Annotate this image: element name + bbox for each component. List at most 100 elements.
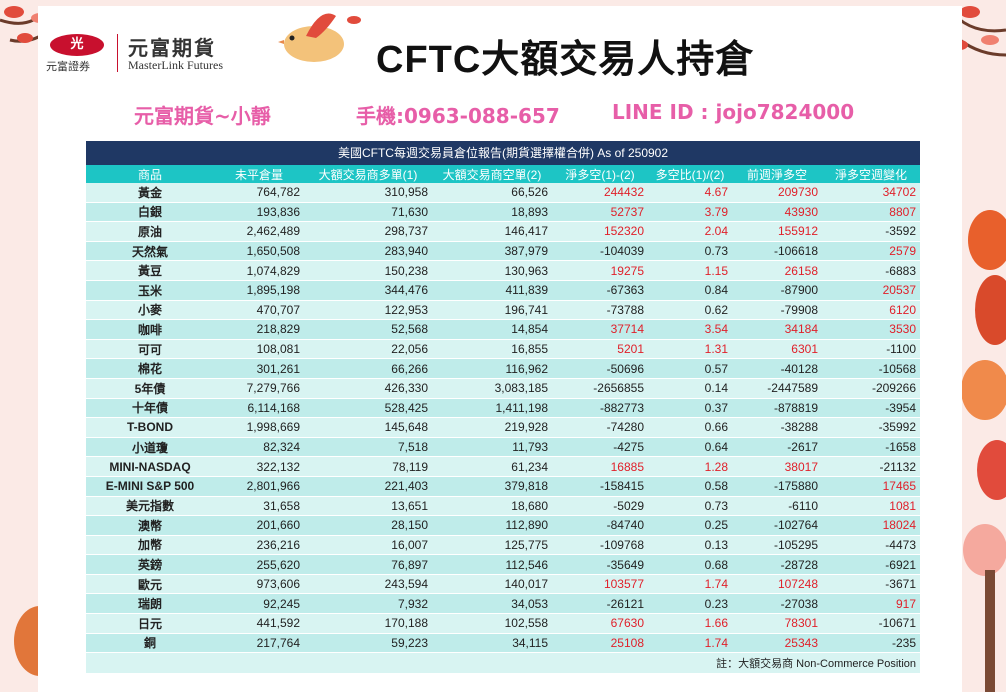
cell-prev-net: -79908	[732, 300, 822, 321]
autumn-tree-right-decoration	[961, 210, 1006, 692]
cell-ratio: 2.04	[648, 221, 732, 242]
cell-net: 152320	[552, 221, 648, 242]
cell-short: 3,083,185	[432, 378, 552, 399]
cell-ratio: 0.23	[648, 593, 732, 615]
cell-commodity: 歐元	[86, 574, 214, 595]
cell-prev-net: 43930	[732, 202, 822, 223]
table-row: 黃豆 1,074,829 150,238 130,963 19275 1.15 26158-…	[86, 260, 920, 281]
cell-open-interest: 322,132	[214, 456, 304, 477]
cell-short: 387,979	[432, 241, 552, 262]
cell-commodity: 日元	[86, 613, 214, 634]
col-header-short: 大額交易商空單(2)	[432, 165, 552, 183]
col-header-net: 淨多空(1)-(2)	[552, 165, 648, 183]
cftc-report-table: 美國CFTC每週交易員倉位報告(期貨選擇權合併) As of 250902 商品…	[86, 141, 920, 675]
cell-short: 140,017	[432, 574, 552, 595]
logo-divider	[117, 34, 118, 72]
cell-long: 243,594	[304, 574, 432, 595]
cell-long: 13,651	[304, 496, 432, 517]
page-title: CFTC大額交易人持倉	[376, 39, 755, 81]
cell-net: 37714	[552, 319, 648, 340]
cell-weekly-change: -1658	[822, 437, 920, 458]
logo-company-name: 元富期貨	[128, 36, 216, 60]
cell-net: 67630	[552, 613, 648, 634]
cell-prev-net: 209730	[732, 183, 822, 203]
cell-open-interest: 441,592	[214, 613, 304, 634]
cell-ratio: 1.74	[648, 633, 732, 654]
cell-weekly-change: -35992	[822, 417, 920, 438]
cell-open-interest: 764,782	[214, 183, 304, 203]
cell-weekly-change: -1100	[822, 339, 920, 360]
cell-weekly-change: 1081	[822, 496, 920, 517]
cell-commodity: 玉米	[86, 280, 214, 301]
contact-name: 元富期貨~小靜	[134, 104, 271, 128]
table-row: 加幣 236,216 16,007 125,775 -109768 0.13 -105295…	[86, 535, 920, 556]
cell-commodity: 原油	[86, 221, 214, 242]
cell-weekly-change: -4473	[822, 535, 920, 556]
cell-short: 146,417	[432, 221, 552, 242]
cell-commodity: 銅	[86, 633, 214, 654]
cell-open-interest: 236,216	[214, 535, 304, 556]
cell-short: 34,115	[432, 633, 552, 654]
cell-commodity: E-MINI S&P 500	[86, 476, 214, 497]
cell-commodity: 英鎊	[86, 554, 214, 575]
table-title: 美國CFTC每週交易員倉位報告(期貨選擇權合併) As of 250902	[86, 141, 920, 165]
col-header-ratio: 多空比(1)/(2)	[648, 165, 732, 183]
cell-weekly-change: -3954	[822, 398, 920, 419]
cell-prev-net: -2617	[732, 437, 822, 458]
cell-net: -5029	[552, 496, 648, 517]
cell-ratio: 0.73	[648, 496, 732, 517]
cell-commodity: 可可	[86, 339, 214, 360]
cell-commodity: 十年債	[86, 398, 214, 419]
table-row: 瑞朗 92,245 7,932 34,053 -26121 0.23 -27038 917	[86, 593, 920, 615]
cell-net: 5201	[552, 339, 648, 360]
cell-long: 310,958	[304, 183, 432, 203]
cell-short: 66,526	[432, 183, 552, 203]
col-header-long: 大額交易商多單(1)	[304, 165, 432, 183]
cell-prev-net: 155912	[732, 221, 822, 242]
cell-prev-net: 38017	[732, 456, 822, 477]
cell-ratio: 1.28	[648, 456, 732, 477]
cell-short: 112,546	[432, 554, 552, 575]
cell-ratio: 3.54	[648, 319, 732, 340]
cell-long: 150,238	[304, 260, 432, 281]
cell-weekly-change: -3671	[822, 574, 920, 595]
cell-short: 1,411,198	[432, 398, 552, 419]
cell-ratio: 0.68	[648, 554, 732, 575]
cell-ratio: 0.13	[648, 535, 732, 556]
cell-open-interest: 1,650,508	[214, 241, 304, 262]
cell-prev-net: -28728	[732, 554, 822, 575]
cell-ratio: 0.57	[648, 358, 732, 379]
cell-long: 59,223	[304, 633, 432, 654]
cell-weekly-change: 20537	[822, 280, 920, 301]
cell-prev-net: -6110	[732, 496, 822, 517]
table-row: 澳幣 201,660 28,150 112,890 -84740 0.25 -102764 1…	[86, 515, 920, 536]
cell-net: 19275	[552, 260, 648, 281]
cell-ratio: 0.66	[648, 417, 732, 438]
cell-short: 102,558	[432, 613, 552, 634]
masterlink-logo-mark: 光	[50, 34, 104, 56]
table-header-row: 商品 未平倉量 大額交易商多單(1) 大額交易商空單(2) 淨多空(1)-(2)…	[86, 165, 920, 183]
cell-ratio: 0.62	[648, 300, 732, 321]
cell-prev-net: -102764	[732, 515, 822, 536]
table-row: 黃金 764,782 310,958 66,526 244432 4.67 209730 34…	[86, 183, 920, 203]
cell-open-interest: 1,074,829	[214, 260, 304, 281]
table-row: 原油 2,462,489 298,737 146,417 152320 2.04 15591…	[86, 221, 920, 242]
cell-open-interest: 193,836	[214, 202, 304, 223]
cell-weekly-change: 3530	[822, 319, 920, 340]
cell-net: 103577	[552, 574, 648, 595]
cell-weekly-change: 18024	[822, 515, 920, 536]
bird-decoration	[278, 13, 361, 62]
table-row: 天然氣 1,650,508 283,940 387,979 -104039 0.73 -10…	[86, 241, 920, 262]
cell-long: 22,056	[304, 339, 432, 360]
cell-open-interest: 82,324	[214, 437, 304, 458]
cell-weekly-change: 34702	[822, 183, 920, 203]
cell-net: -84740	[552, 515, 648, 536]
cell-ratio: 0.58	[648, 476, 732, 497]
cell-prev-net: -106618	[732, 241, 822, 262]
cell-weekly-change: -6921	[822, 554, 920, 575]
col-header-commodity: 商品	[86, 165, 214, 183]
cell-commodity: 白銀	[86, 202, 214, 223]
cell-commodity: 5年債	[86, 378, 214, 399]
cell-net: -73788	[552, 300, 648, 321]
cell-commodity: 棉花	[86, 358, 214, 379]
